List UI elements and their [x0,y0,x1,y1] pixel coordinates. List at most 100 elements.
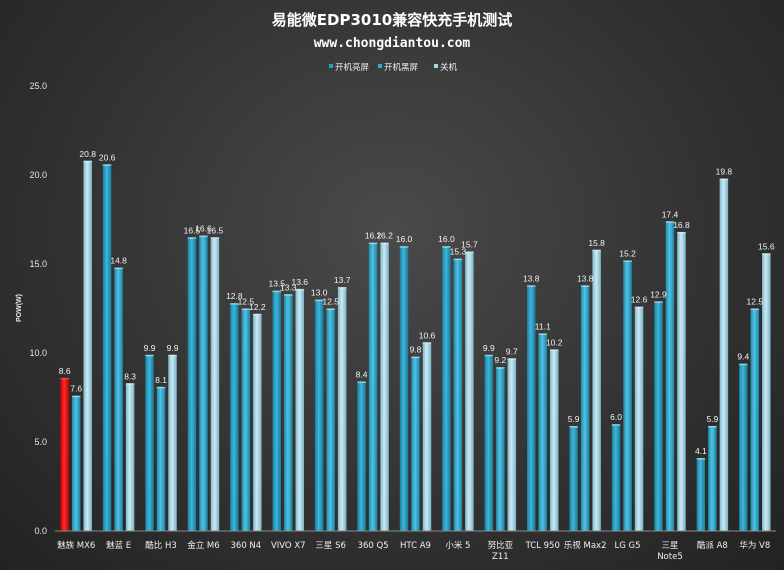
bar-cap [708,425,717,428]
bar [114,267,123,531]
data-label: 12.2 [249,302,266,312]
bar-cap [71,395,81,398]
bar [125,383,135,531]
data-label: 9.7 [506,346,518,356]
data-label: 13.3 [280,282,297,292]
bar-cap [507,358,517,360]
category-label: 魅蓝 E [106,540,131,551]
category-label: 小米 5 [445,540,470,551]
data-label: 13.0 [311,288,328,298]
bar [187,237,197,532]
bar [357,381,366,531]
bar-cap [326,308,335,310]
bar [442,246,451,531]
data-label: 20.6 [99,152,116,162]
bar [719,178,729,531]
data-label: 15.7 [461,240,478,250]
data-label: 8.6 [59,366,71,376]
data-label: 8.1 [155,375,167,385]
bar-cap [592,249,601,252]
chart-title: 易能微EDP3010兼容快充手机测试 [272,11,512,29]
category-label: 酷比 H3 [145,540,177,551]
bar [241,308,251,531]
chart-subtitle: www.chongdiantou.com [314,36,471,51]
data-label: 9.2 [494,355,506,365]
bar-cap [230,303,239,305]
bar-cap [442,246,451,248]
bar-cap [241,308,251,310]
category-label: 华为 V8 [739,540,770,551]
category-label: 360 N4 [231,541,262,551]
bar-cap [665,221,675,223]
bar [592,249,601,531]
bar [750,308,760,531]
data-labels: 8.67.620.8 20.614.88.39.98.19.916.516.616… [59,149,775,456]
bar [538,333,547,531]
category-label: VIVO X7 [271,541,306,551]
bar [253,313,262,531]
bar [168,354,177,531]
bar [411,356,420,531]
bar [314,299,324,531]
y-axis: 0.0 5.0 10.0 15.0 20.0 25.0 [29,81,47,536]
bar [422,342,432,531]
bar-cap [337,287,347,289]
y-tick-label: 20.0 [29,170,47,180]
data-label: 16.2 [376,231,393,241]
bar-cap [357,381,366,383]
bar-cap [368,242,378,245]
data-label: 16.0 [438,234,455,244]
y-tick-label: 15.0 [29,259,47,269]
bar-cap [380,242,389,245]
legend-item: 关机 [434,62,458,73]
data-label: 10.2 [546,337,563,347]
bar [284,294,293,531]
bars [60,160,771,532]
bar-cap [168,354,177,357]
bar [60,377,69,531]
bar-cap [696,458,706,460]
bar-cap [83,160,92,163]
bar-cap [145,354,154,357]
data-label: 15.6 [758,241,775,251]
bar [569,425,578,531]
category-label: Note5 [657,552,683,562]
bar [230,303,239,531]
bar-cap [750,308,760,310]
bar [696,458,706,531]
data-label: 8.4 [356,369,368,379]
data-label: 16.6 [195,224,212,234]
category-label: 360 Q5 [358,541,389,551]
bar-cap [634,306,644,309]
data-label: 10.6 [419,330,436,340]
legend-item: 开机黑屏 [378,62,419,73]
bar-cap [422,342,432,344]
data-label: 12.6 [631,295,648,305]
bar [611,424,621,531]
data-label: 12.5 [747,297,764,307]
legend-swatch [434,64,438,68]
bar-cap [102,164,112,166]
bar-cap [611,424,621,426]
data-label: 9.9 [144,343,156,353]
bar [708,425,717,531]
data-label: 7.6 [70,384,82,394]
legend-swatch [378,64,382,68]
bar-cap [210,237,220,239]
data-label: 15.8 [588,238,605,248]
data-label: 12.9 [650,289,667,299]
bar [580,285,590,531]
bar [739,363,748,531]
bar-cap [484,354,494,357]
data-label: 11.1 [535,321,551,331]
bar [762,253,771,531]
category-label: 魅族 MX6 [57,540,95,551]
bar-cap [465,251,474,254]
y-tick-label: 10.0 [29,348,47,358]
legend-label: 开机黑屏 [384,62,419,73]
bar-cap [677,231,686,234]
legend-label: 关机 [440,62,458,73]
bar-cap [314,299,324,302]
bar-cap [411,356,420,359]
category-label: 酷派 A8 [697,540,728,551]
